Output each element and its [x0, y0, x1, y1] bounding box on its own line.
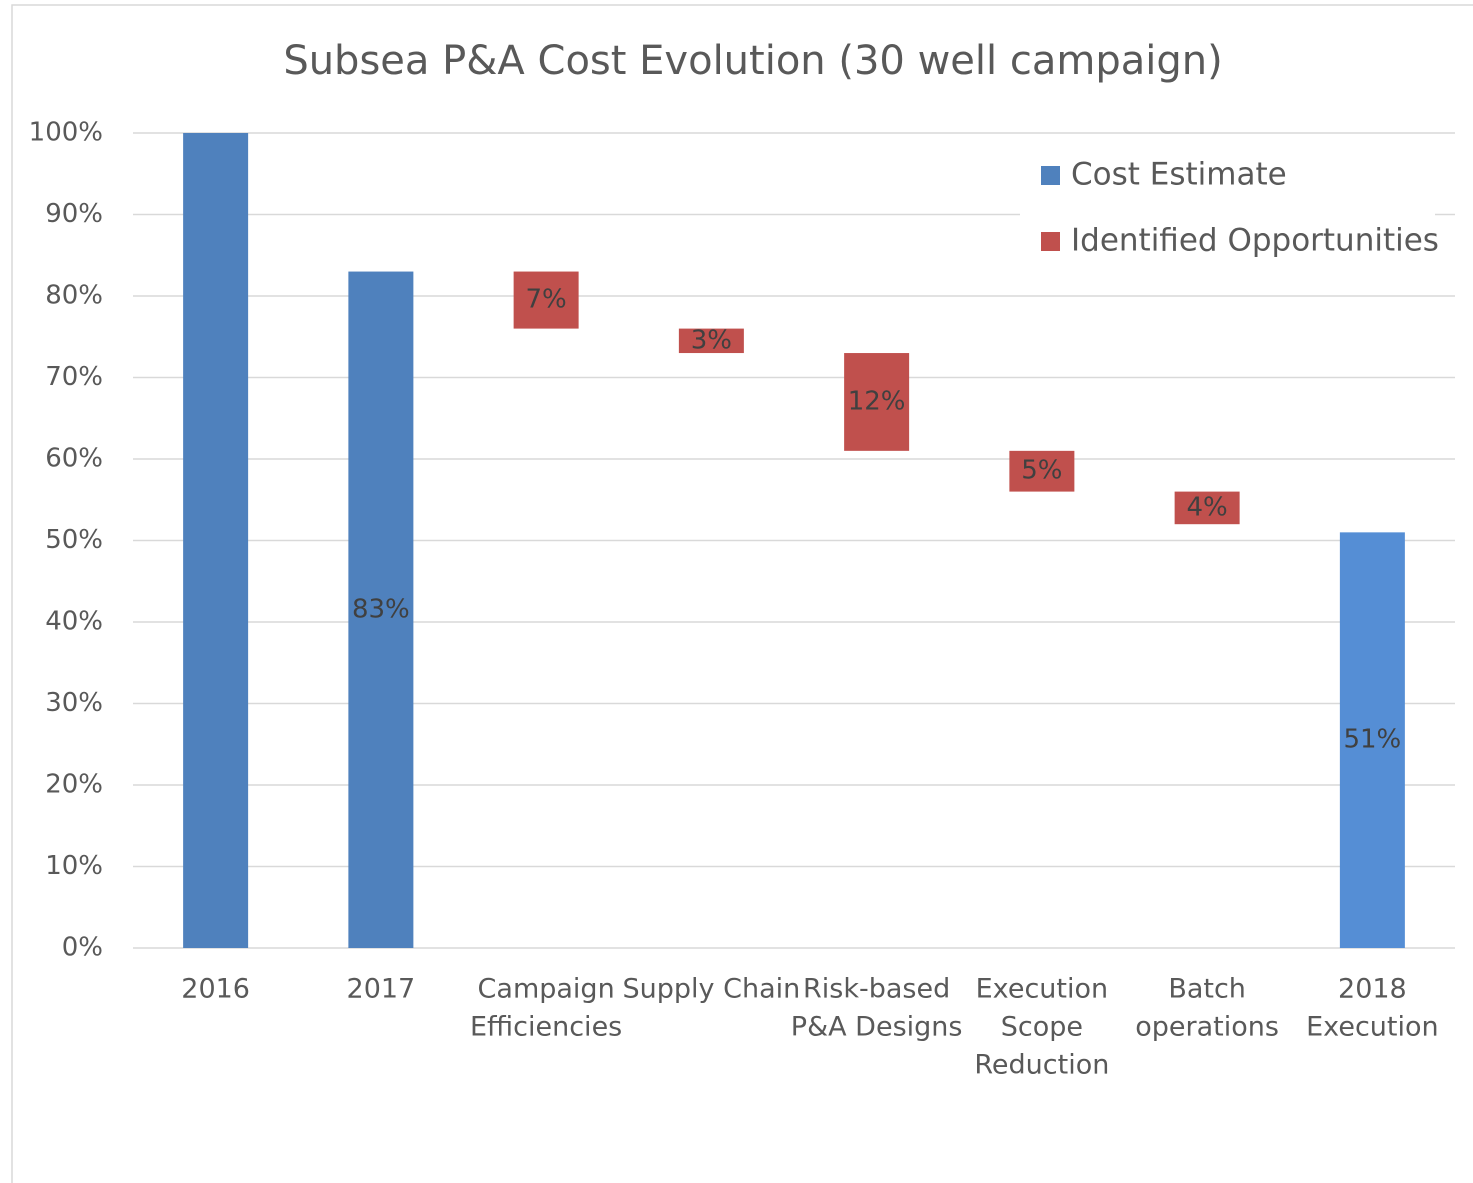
x-tick-label: Campaign — [478, 974, 615, 1005]
y-tick-label: 10% — [45, 851, 103, 881]
legend-background — [1020, 150, 1435, 265]
x-tick-label: operations — [1135, 1012, 1279, 1043]
legend: Cost Estimate Identified Opportunities — [1020, 150, 1439, 265]
y-tick-label: 90% — [45, 199, 103, 229]
x-tick-label: Reduction — [974, 1050, 1109, 1081]
x-tick-label: P&A Designs — [791, 1012, 963, 1043]
x-tick-label: Scope — [1001, 1012, 1083, 1043]
data-label: 83% — [352, 594, 410, 624]
bar — [513, 271, 579, 329]
bar — [1339, 532, 1405, 948]
legend-swatch — [1041, 166, 1060, 185]
y-tick-label: 100% — [29, 118, 103, 148]
y-tick-label: 70% — [45, 362, 103, 392]
bar — [678, 328, 744, 354]
y-tick-label: 30% — [45, 688, 103, 718]
x-tick-label: Batch — [1168, 974, 1246, 1005]
bar — [183, 133, 249, 948]
data-label: 7% — [526, 285, 567, 315]
x-tick-label: 2017 — [347, 974, 416, 1005]
y-tick-label: 20% — [45, 770, 103, 800]
y-tick-label: 80% — [45, 281, 103, 311]
x-tick-label: Execution — [1306, 1012, 1439, 1043]
y-tick-label: 0% — [62, 933, 103, 963]
x-tick-label: 2018 — [1338, 974, 1407, 1005]
legend-label: Identified Opportunities — [1071, 223, 1439, 259]
x-tick-label: Efficiencies — [470, 1012, 622, 1043]
y-tick-label: 60% — [45, 444, 103, 474]
legend-label: Cost Estimate — [1071, 157, 1287, 193]
x-tick-label: Risk-based — [803, 974, 950, 1005]
x-tick-label: Supply Chain — [623, 974, 801, 1005]
y-tick-label: 50% — [45, 525, 103, 555]
bar — [1009, 450, 1075, 492]
data-label: 5% — [1021, 456, 1062, 486]
bar — [844, 353, 910, 451]
bar — [348, 271, 414, 948]
y-tick-label: 40% — [45, 607, 103, 637]
chart-title: Subsea P&A Cost Evolution (30 well campa… — [283, 38, 1222, 84]
x-tick-label: 2016 — [181, 974, 250, 1005]
legend-swatch — [1041, 232, 1060, 251]
x-tick-label: Execution — [976, 974, 1109, 1005]
data-label: 4% — [1187, 492, 1228, 522]
bar — [1174, 491, 1240, 525]
data-label: 3% — [691, 325, 732, 355]
data-label: 12% — [848, 386, 906, 416]
data-label: 51% — [1343, 725, 1401, 755]
